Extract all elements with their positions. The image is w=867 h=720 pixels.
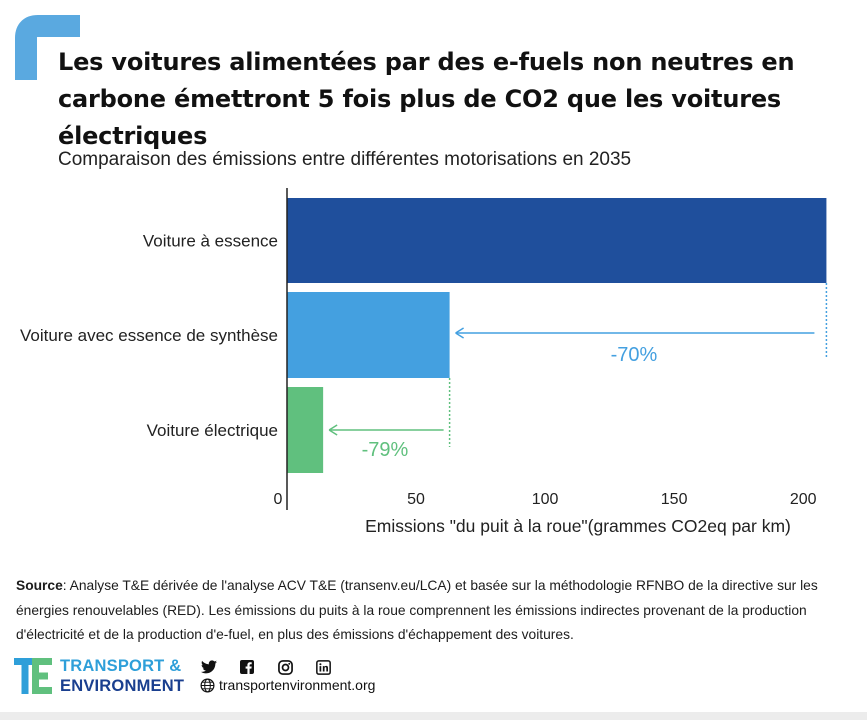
- chart-title: Les voitures alimentées par des e-fuels …: [58, 48, 795, 150]
- category-label-1: Voiture à essence: [143, 232, 278, 251]
- twitter-icon[interactable]: [200, 658, 218, 676]
- logo-line-2: ENVIRONMENT: [60, 677, 185, 695]
- source-text: : Analyse T&E dérivée de l'analyse ACV T…: [16, 578, 818, 642]
- x-tick-label-4: 150: [661, 491, 688, 508]
- facebook-icon[interactable]: [238, 658, 256, 676]
- bar-1: [287, 198, 827, 283]
- website-link[interactable]: transportenvironment.org: [200, 677, 375, 693]
- x-tick-label-5: 200: [790, 491, 817, 508]
- social-links: [200, 658, 332, 676]
- x-tick-label-3: 100: [532, 491, 559, 508]
- x-tick-label-2: 50: [407, 491, 425, 508]
- annotation-label-2: -79%: [362, 439, 409, 461]
- source-note: Source: Analyse T&E dérivée de l'analyse…: [16, 574, 856, 648]
- globe-icon: [200, 678, 215, 692]
- bar-2: [287, 292, 450, 378]
- arrow-head-2: [328, 424, 338, 436]
- arrow-head-1: [455, 327, 464, 339]
- x-axis-title: Emissions "du puit à la roue"(grammes CO…: [365, 516, 791, 536]
- website-text: transportenvironment.org: [219, 677, 376, 693]
- bar-chart: Voiture à essence Voiture avec essence de…: [20, 188, 828, 536]
- bar-3: [287, 387, 324, 473]
- logo-line-1: TRANSPORT &: [60, 657, 182, 675]
- chart-subtitle: Comparaison des émissions entre différen…: [58, 149, 632, 170]
- annotation-label-1: -70%: [611, 344, 658, 366]
- brand-logo-text: TRANSPORT & ENVIRONMENT: [60, 656, 184, 696]
- bottom-bar: [0, 712, 867, 720]
- footer: TRANSPORT & ENVIRONMENT transportenviron…: [0, 650, 867, 700]
- te-logo-icon: [14, 658, 52, 694]
- source-label: Source: [16, 578, 63, 593]
- linkedin-icon[interactable]: [314, 658, 332, 676]
- instagram-icon[interactable]: [276, 658, 294, 676]
- category-label-2: Voiture avec essence de synthèse: [20, 326, 278, 345]
- category-label-3: Voiture électrique: [147, 421, 278, 440]
- x-tick-label-1: 0: [274, 491, 283, 508]
- corner-bracket-icon: [14, 15, 80, 80]
